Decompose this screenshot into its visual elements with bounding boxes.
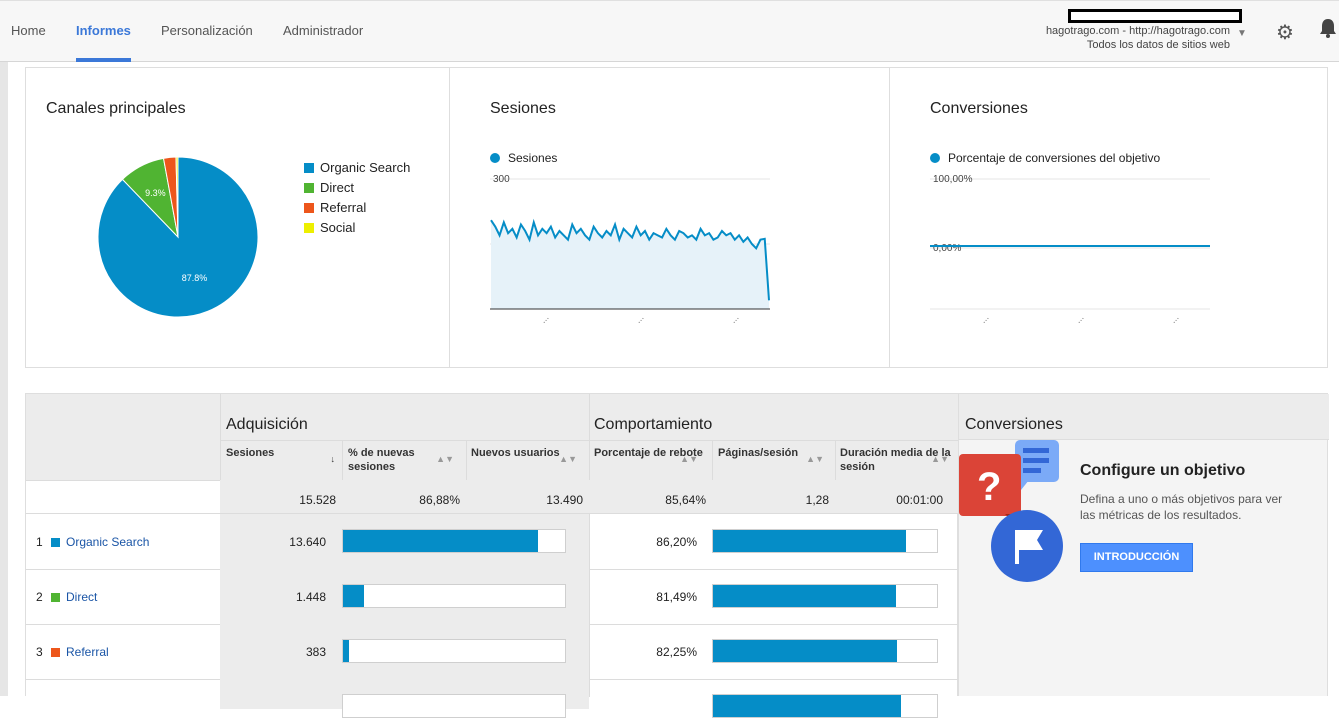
table-header: [26, 394, 959, 480]
col-header-bounce-rate[interactable]: Porcentaje de rebote ▲▼: [594, 447, 703, 464]
total-sessions: 15.528: [299, 493, 336, 507]
x-tick-label: ⋯: [540, 314, 552, 326]
row-rank: 1: [36, 535, 43, 549]
legend-item-referral: Referral: [304, 200, 366, 215]
bell-icon[interactable]: [1319, 18, 1337, 44]
table-row-channel[interactable]: Referral: [51, 645, 109, 659]
conversions-line-chart: 100,00% 0,00% ⋯ ⋯ ⋯: [930, 174, 1210, 326]
pie-slice-label: 9.3%: [145, 188, 166, 198]
sessions-series-line[interactable]: [490, 218, 770, 301]
col-header-avg-duration[interactable]: Duración media de la sesión ▲▼: [840, 447, 951, 473]
table-row-channel[interactable]: Direct: [51, 590, 97, 604]
svg-text:?: ?: [977, 465, 1001, 509]
table-row-channel[interactable]: Organic Search: [51, 535, 149, 549]
new-sessions-bar-fill: [343, 640, 349, 662]
left-strip: [0, 62, 8, 696]
channel-link[interactable]: Direct: [66, 590, 98, 604]
bounce-rate-bar: [712, 639, 938, 663]
account-view[interactable]: Todos los datos de sitios web: [1086, 39, 1230, 51]
channel-color-swatch: [51, 538, 60, 547]
nav-informes[interactable]: Informes: [76, 23, 131, 38]
channels-card: Canales principales 87.8% 9.3% Organic Se…: [25, 67, 450, 368]
y-tick-label: 100,00%: [933, 174, 973, 185]
bounce-rate-bar-fill: [713, 530, 907, 552]
redacted-account-name: [1068, 9, 1242, 23]
pie-slice-label: 87.8%: [182, 273, 208, 283]
gear-icon[interactable]: ⚙: [1276, 22, 1294, 44]
col-header-sessions[interactable]: Sesiones ↓: [226, 447, 335, 464]
channels-card-title: Canales principales: [46, 100, 186, 117]
channels-table: Adquisición Comportamiento Sesiones ↓ % d…: [25, 393, 959, 718]
legend-item-social: Social: [304, 220, 355, 235]
goal-title: Configure un objetivo: [1080, 462, 1246, 479]
y-tick-label: 300: [493, 174, 510, 185]
total-new-users: 13.490: [546, 493, 583, 507]
goal-description: Defina a uno o más objetivos para ver la…: [1080, 492, 1283, 522]
nav-home[interactable]: Home: [11, 23, 46, 38]
new-sessions-bar-fill: [343, 585, 364, 607]
row-rank: 2: [36, 590, 43, 604]
x-tick-label: ⋯: [980, 314, 992, 326]
channels-pie-chart: 87.8% 9.3%: [97, 156, 259, 318]
sessions-legend: Sesiones: [490, 151, 557, 165]
caret-down-icon[interactable]: ▼: [1237, 28, 1247, 39]
group-title-conversions: Conversiones: [965, 416, 1063, 433]
active-tab-indicator: [76, 58, 131, 62]
channel-color-swatch: [51, 593, 60, 602]
legend-item-organic: Organic Search: [304, 160, 410, 175]
total-avg-duration: 00:01:00: [896, 493, 943, 507]
channel-link[interactable]: Organic Search: [66, 535, 150, 549]
channel-color-swatch: [51, 648, 60, 657]
nav-personalizacion[interactable]: Personalización: [161, 23, 253, 38]
bounce-rate-bar: [712, 584, 938, 608]
new-sessions-bar: [342, 694, 566, 718]
legend-item-direct: Direct: [304, 180, 354, 195]
row-sessions: 383: [305, 645, 326, 659]
channel-link[interactable]: Referral: [66, 645, 109, 659]
conversions-goal-panel: Conversiones ? Configure un objetivo Def…: [958, 393, 1329, 696]
pie-slice-social[interactable]: [175, 156, 179, 238]
sessions-area-fill: [491, 220, 769, 309]
row-bounce-rate: 86,20%: [656, 535, 697, 549]
bounce-rate-bar-fill: [713, 640, 898, 662]
group-title-behavior: Comportamiento: [594, 416, 713, 433]
goal-illustration-icon: ?: [959, 440, 1063, 582]
x-tick-label: ⋯: [1170, 314, 1182, 326]
x-tick-label: ⋯: [635, 314, 647, 326]
conversions-card-title: Conversiones: [930, 100, 1028, 117]
total-pages-session: 1,28: [805, 493, 829, 507]
bounce-rate-bar: [712, 529, 938, 553]
bounce-rate-bar: [712, 694, 938, 718]
conversions-card: Conversiones Porcentaje de conversiones …: [889, 67, 1328, 368]
new-sessions-bar: [342, 639, 566, 663]
total-bounce-rate: 85,64%: [665, 493, 706, 507]
x-tick-label: ⋯: [730, 314, 742, 326]
col-header-pages-session[interactable]: Páginas/sesión ▲▼: [718, 447, 824, 464]
col-header-new-users[interactable]: Nuevos usuarios ▲▼: [471, 447, 577, 464]
total-new-sessions: 86,88%: [419, 493, 460, 507]
bounce-rate-bar-fill: [713, 695, 902, 717]
row-sessions: 1.448: [295, 590, 326, 604]
bounce-rate-bar-fill: [713, 585, 896, 607]
new-sessions-bar: [342, 584, 566, 608]
nav-administrador[interactable]: Administrador: [283, 23, 364, 38]
new-sessions-bar: [342, 529, 566, 553]
group-title-acquisition: Adquisición: [226, 416, 308, 433]
row-bounce-rate: 82,25%: [656, 645, 697, 659]
row-sessions: 13.640: [289, 535, 326, 549]
new-sessions-bar-fill: [343, 530, 538, 552]
conversions-legend: Porcentaje de conversiones del objetivo: [930, 151, 1160, 165]
y-tick-label: 0,00%: [933, 243, 961, 254]
account-property[interactable]: hagotrago.com - http://hagotrago.com: [1045, 25, 1230, 37]
sessions-card: Sesiones Sesiones 300150⋯⋯⋯: [449, 67, 890, 368]
col-header-new-sessions[interactable]: % de nuevas sesiones ▲▼: [348, 447, 454, 473]
x-tick-label: ⋯: [1075, 314, 1087, 326]
sessions-card-title: Sesiones: [490, 100, 556, 117]
top-navigation-bar: Home Informes Personalización Administra…: [0, 0, 1339, 62]
row-bounce-rate: 81,49%: [656, 590, 697, 604]
introduction-button[interactable]: INTRODUCCIÓN: [1080, 543, 1193, 572]
sessions-area-chart: 300150⋯⋯⋯: [490, 174, 770, 326]
row-rank: 3: [36, 645, 43, 659]
